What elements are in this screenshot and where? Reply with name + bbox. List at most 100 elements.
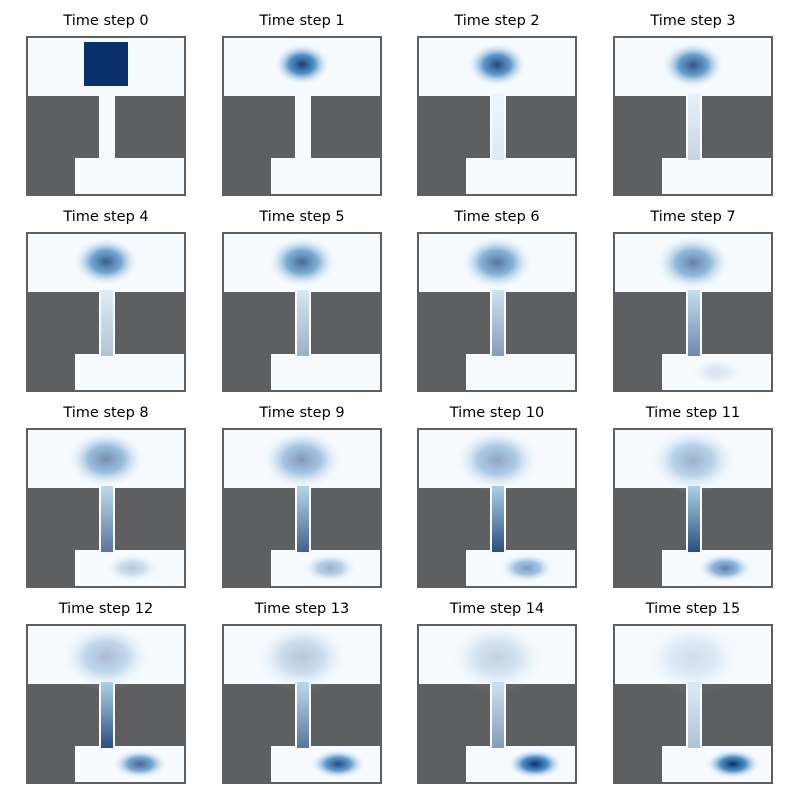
panel-frame bbox=[417, 232, 577, 392]
panel-frame bbox=[417, 624, 577, 784]
density-stem bbox=[688, 290, 700, 356]
density-bottom bbox=[689, 357, 745, 387]
density-top bbox=[253, 624, 351, 693]
panel-title: Time step 8 bbox=[63, 405, 149, 421]
panel-title: Time step 5 bbox=[259, 209, 345, 225]
bottom-corridor bbox=[466, 354, 577, 392]
density-stem bbox=[101, 486, 113, 552]
bottom-corridor bbox=[75, 158, 186, 196]
density-stem bbox=[688, 94, 700, 160]
bottom-corridor bbox=[75, 354, 186, 392]
density-top bbox=[648, 428, 738, 494]
panel-13 bbox=[222, 624, 382, 784]
wall-right bbox=[311, 96, 382, 158]
density-top bbox=[260, 428, 344, 491]
density-bottom bbox=[104, 553, 160, 583]
density-top bbox=[72, 236, 140, 287]
wall-right bbox=[506, 488, 577, 550]
density-stem bbox=[492, 486, 504, 552]
bottom-corridor bbox=[271, 158, 382, 196]
panel-frame bbox=[417, 36, 577, 196]
panel-12 bbox=[26, 624, 186, 784]
wall-right bbox=[311, 292, 382, 354]
bottom-corridor bbox=[466, 158, 577, 196]
panel-title: Time step 1 bbox=[259, 13, 345, 29]
density-top bbox=[460, 235, 534, 290]
density-stem bbox=[492, 290, 504, 356]
panel-title: Time step 15 bbox=[645, 601, 741, 617]
panel-frame bbox=[417, 428, 577, 588]
wall-right bbox=[506, 684, 577, 746]
panel-title: Time step 13 bbox=[254, 601, 350, 617]
density-top bbox=[661, 41, 725, 89]
density-bottom bbox=[499, 553, 555, 583]
density-stem bbox=[688, 486, 700, 552]
wall-right bbox=[506, 292, 577, 354]
panel-0 bbox=[26, 36, 186, 196]
panel-10 bbox=[417, 428, 577, 588]
density-bottom bbox=[705, 749, 761, 779]
panel-7 bbox=[613, 232, 773, 392]
density-bottom bbox=[697, 553, 753, 583]
wall-right bbox=[702, 96, 773, 158]
density-top bbox=[66, 429, 146, 489]
panel-title: Time step 3 bbox=[650, 13, 736, 29]
density-top bbox=[266, 236, 338, 288]
bottom-corridor bbox=[662, 158, 773, 196]
wall-right bbox=[311, 488, 382, 550]
panel-1 bbox=[222, 36, 382, 196]
panel-title: Time step 10 bbox=[449, 405, 545, 421]
wall-right bbox=[115, 488, 186, 550]
wall-right bbox=[311, 684, 382, 746]
wall-right bbox=[115, 684, 186, 746]
density-stem bbox=[101, 682, 113, 748]
panel-title: Time step 0 bbox=[63, 13, 149, 29]
density-top bbox=[273, 43, 331, 86]
density-bottom bbox=[302, 553, 358, 583]
panel-title: Time step 4 bbox=[63, 209, 149, 225]
wall-right bbox=[702, 684, 773, 746]
wall-right bbox=[115, 292, 186, 354]
density-top bbox=[654, 234, 732, 292]
wall-right bbox=[702, 488, 773, 550]
panel-frame bbox=[613, 232, 773, 392]
panel-8 bbox=[26, 428, 186, 588]
panel-4 bbox=[26, 232, 186, 392]
density-stem bbox=[688, 682, 700, 748]
panel-frame bbox=[222, 624, 382, 784]
panel-3 bbox=[613, 36, 773, 196]
density-bottom bbox=[112, 749, 168, 779]
initial-density bbox=[84, 42, 128, 86]
panel-title: Time step 6 bbox=[454, 209, 540, 225]
panel-frame bbox=[222, 232, 382, 392]
wall-right bbox=[115, 96, 186, 158]
panel-title: Time step 14 bbox=[449, 601, 545, 617]
density-top bbox=[59, 624, 153, 692]
panel-frame bbox=[222, 428, 382, 588]
density-top bbox=[641, 624, 745, 696]
wall-right bbox=[506, 96, 577, 158]
panel-frame bbox=[613, 428, 773, 588]
density-top bbox=[466, 42, 528, 88]
panel-frame bbox=[26, 624, 186, 784]
density-stem bbox=[492, 682, 504, 748]
density-top bbox=[453, 428, 541, 492]
density-stem bbox=[101, 290, 113, 356]
panel-title: Time step 9 bbox=[259, 405, 345, 421]
panel-title: Time step 12 bbox=[58, 601, 154, 617]
panel-frame bbox=[613, 36, 773, 196]
panel-15 bbox=[613, 624, 773, 784]
bottom-corridor bbox=[271, 354, 382, 392]
panel-title: Time step 2 bbox=[454, 13, 540, 29]
density-top bbox=[447, 624, 547, 695]
panel-2 bbox=[417, 36, 577, 196]
panel-title: Time step 11 bbox=[645, 405, 741, 421]
panel-frame bbox=[613, 624, 773, 784]
panel-11 bbox=[613, 428, 773, 588]
wall-right bbox=[702, 292, 773, 354]
panel-frame bbox=[26, 36, 186, 196]
panel-frame bbox=[222, 36, 382, 196]
panel-frame bbox=[26, 428, 186, 588]
density-bottom bbox=[507, 749, 563, 779]
density-stem bbox=[297, 682, 309, 748]
